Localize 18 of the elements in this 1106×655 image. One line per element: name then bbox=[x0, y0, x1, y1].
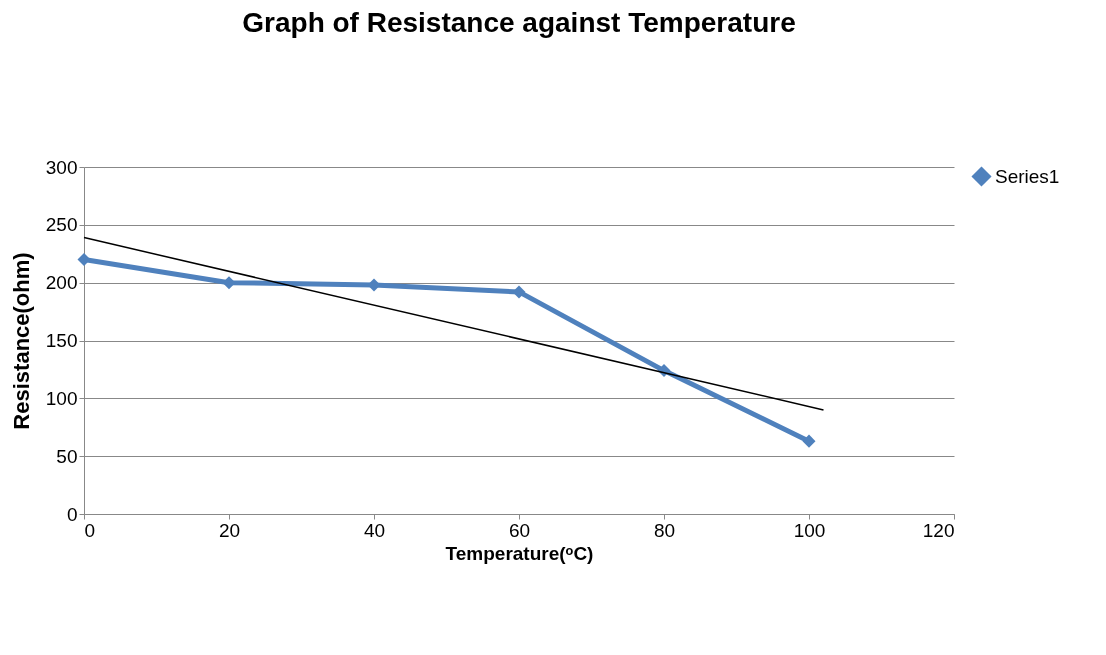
x-axis-title: Temperature(ᵒC) bbox=[445, 542, 594, 564]
y-tick-label: 0 bbox=[66, 503, 78, 525]
x-tick-label: 80 bbox=[653, 519, 676, 541]
y-tick-label: 200 bbox=[45, 272, 78, 294]
x-tick-label: 20 bbox=[218, 519, 241, 541]
y-axis-title: Resistance(ohm) bbox=[8, 252, 34, 430]
x-tick-label: 0 bbox=[84, 519, 96, 541]
legend-label: Series1 bbox=[995, 165, 1060, 187]
y-tick-label: 250 bbox=[45, 214, 78, 236]
y-tick-label: 100 bbox=[45, 387, 78, 409]
x-tick-label: 120 bbox=[922, 519, 955, 541]
y-tick-label: 50 bbox=[56, 445, 78, 467]
x-tick-label: 60 bbox=[508, 519, 531, 541]
y-tick-label: 150 bbox=[45, 330, 78, 351]
x-tick-label: 100 bbox=[793, 519, 826, 541]
chart-title: Graph of Resistance against Temperature bbox=[242, 7, 796, 38]
y-tick-label: 300 bbox=[45, 156, 78, 178]
x-tick-label: 40 bbox=[363, 519, 386, 541]
